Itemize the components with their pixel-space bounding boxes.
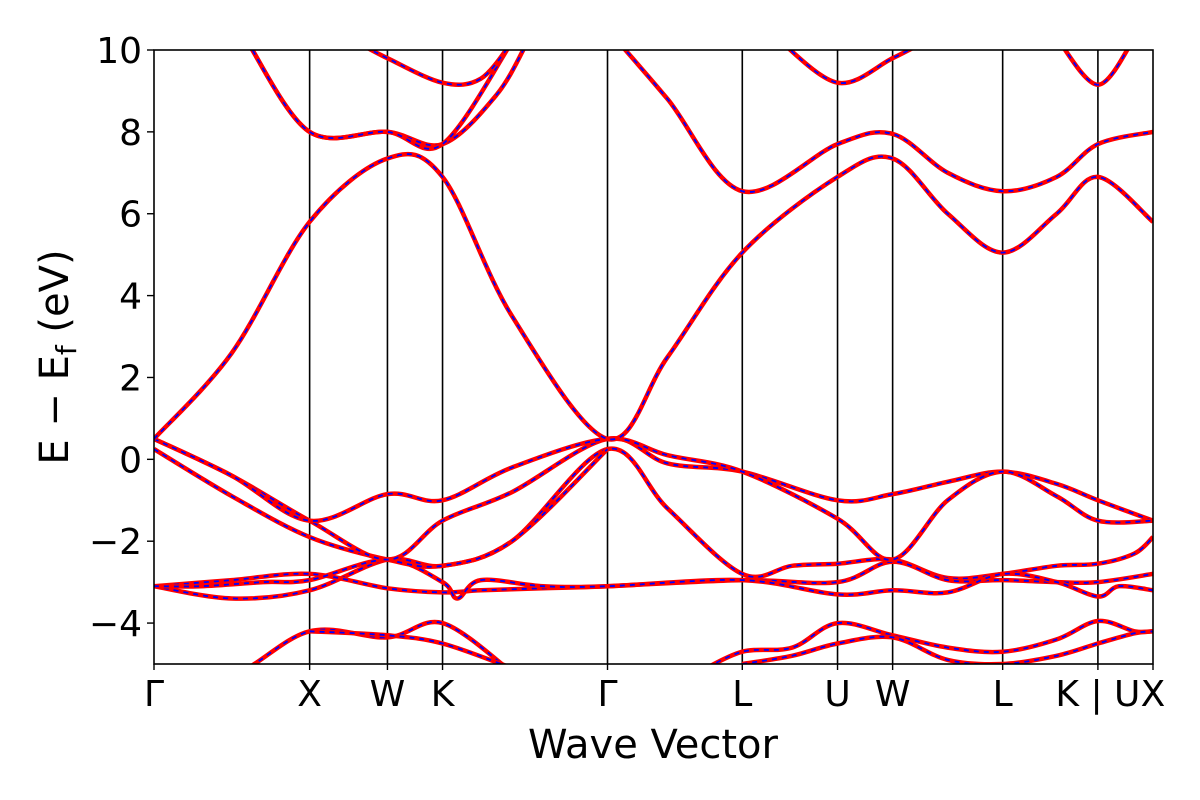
- y-tick-label: 4: [119, 277, 142, 318]
- band-line-dashed: [369, 50, 508, 86]
- band-line-dashed: [789, 50, 911, 84]
- x-tick-label: K | U: [1055, 674, 1140, 715]
- x-tick-label: U: [824, 674, 850, 715]
- y-tick-label: 0: [119, 440, 142, 481]
- x-tick-label: K: [431, 674, 456, 715]
- band-line-dashed: [154, 437, 1153, 561]
- x-tick-label: X: [297, 674, 322, 715]
- y-tick-label: −2: [89, 522, 142, 563]
- band-line-dashed: [712, 620, 1153, 664]
- x-tick-label: W: [875, 674, 911, 715]
- band-lines: [154, 50, 1153, 664]
- x-tick-label: W: [370, 674, 406, 715]
- band-line-dashed: [309, 630, 504, 664]
- band-line-dashed: [1064, 50, 1129, 86]
- y-axis-label: E − Ef (eV): [32, 249, 83, 464]
- plot-frame: [153, 49, 1154, 665]
- band-line-dashed: [154, 558, 1153, 600]
- x-tick-label: Γ: [144, 674, 164, 715]
- band-line-dashed: [154, 448, 609, 568]
- x-axis-label: Wave Vector: [528, 722, 779, 768]
- y-axis-label-subscript: f: [50, 344, 83, 355]
- band-line-dashed: [154, 447, 1153, 600]
- y-axis-label-main: E − E: [32, 355, 78, 465]
- y-tick-label: 2: [119, 358, 142, 399]
- y-tick-label: −4: [89, 604, 142, 645]
- y-tick-label: 6: [119, 195, 142, 236]
- x-tick-label: Γ: [597, 674, 617, 715]
- band-line-dashed: [154, 560, 1153, 594]
- band-line-dashed: [251, 50, 525, 147]
- x-tick-label: L: [732, 674, 752, 715]
- plot-area: [154, 50, 1153, 664]
- band-line-dashed: [154, 437, 1153, 561]
- band-line-dashed: [251, 50, 508, 150]
- x-tick-label: X: [1141, 674, 1166, 715]
- band-line: [622, 50, 1153, 195]
- y-axis-label-unit: (eV): [32, 249, 78, 345]
- y-tick-label: 10: [96, 31, 142, 72]
- y-tick-label: 8: [119, 113, 142, 154]
- x-tick-label: L: [993, 674, 1013, 715]
- y-ticks: 10 8 6 4 2 0 −2 −4: [89, 31, 154, 645]
- band-line-dashed: [154, 153, 1153, 441]
